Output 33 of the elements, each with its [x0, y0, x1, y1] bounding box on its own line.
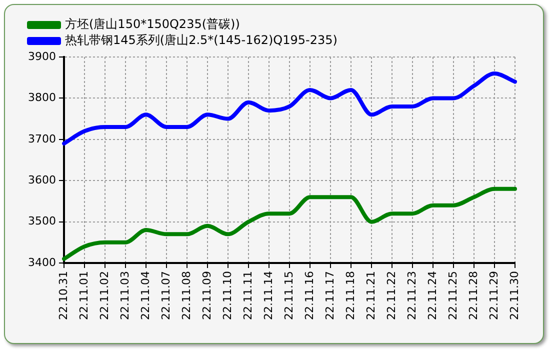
y-tick-label: 3500: [28, 214, 56, 228]
x-tick-label: 22.11.30: [508, 271, 521, 320]
x-tick-label: 22.11.09: [200, 271, 214, 320]
x-tick-label: 22.11.14: [262, 271, 275, 320]
x-tick-label: 22.11.23: [405, 271, 418, 320]
x-tick-label: 22.11.18: [344, 271, 357, 320]
line-series: [62, 186, 517, 261]
line-series: [62, 71, 517, 146]
y-tick-label: 3400: [28, 256, 56, 269]
y-tick-label: 3800: [28, 91, 56, 104]
x-tick-label: 22.11.29: [487, 271, 500, 320]
x-tick-label: 22.11.15: [282, 271, 296, 320]
x-tick-label: 22.11.04: [138, 271, 152, 320]
x-tick-label: 22.11.16: [302, 271, 316, 320]
x-tick-label: 22.11.25: [446, 271, 460, 320]
y-tick-label: 3900: [28, 50, 56, 63]
x-tick-label: 22.11.02: [98, 271, 111, 320]
x-tick-label: 22.11.07: [159, 271, 172, 320]
x-tick-label: 22.11.10: [220, 271, 234, 320]
x-tick-label: 22.11.03: [118, 271, 132, 320]
y-tick-label: 3700: [28, 132, 56, 146]
x-tick-label: 22.11.21: [364, 271, 378, 320]
x-tick-label: 22.11.08: [180, 271, 193, 320]
legend-label: 热轧带钢145系列(唐山2.5*(145-162)Q195-235): [65, 33, 338, 48]
x-tick-label: 22.11.11: [241, 271, 254, 320]
x-tick-label: 22.11.28: [466, 271, 480, 320]
x-tick-label: 22.11.24: [426, 271, 439, 320]
y-tick-label: 3600: [28, 173, 56, 186]
x-tick-label: 22.11.01: [77, 271, 90, 320]
x-tick-label: 22.11.17: [323, 271, 336, 320]
x-tick-label: 22.10.31: [56, 271, 70, 320]
legend-label: 方坯(唐山150*150Q235(普碳)): [65, 17, 240, 32]
x-tick-label: 22.11.22: [384, 271, 398, 320]
